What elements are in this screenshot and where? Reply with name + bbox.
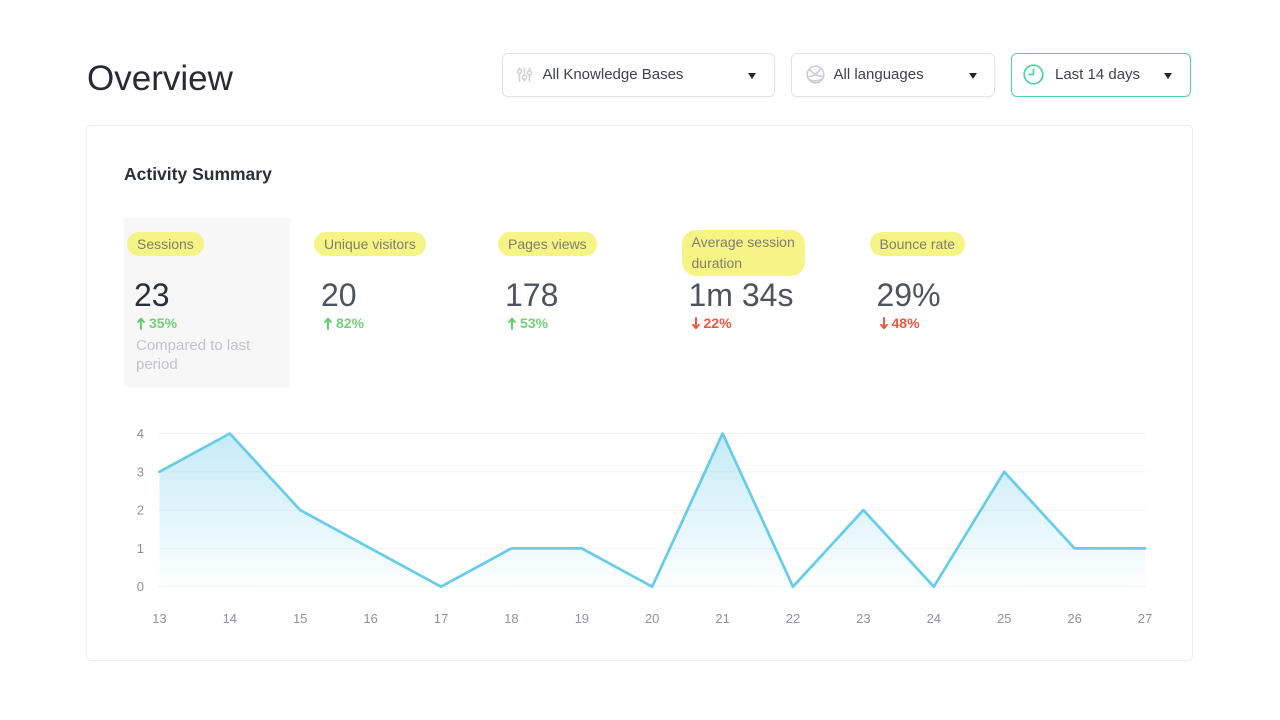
svg-text:19: 19 <box>575 611 589 626</box>
svg-text:0: 0 <box>137 579 144 594</box>
svg-text:1: 1 <box>137 541 144 556</box>
svg-text:23: 23 <box>856 611 870 626</box>
svg-text:21: 21 <box>715 611 729 626</box>
svg-text:24: 24 <box>927 611 941 626</box>
svg-text:4: 4 <box>137 426 144 441</box>
svg-text:18: 18 <box>504 611 518 626</box>
svg-text:20: 20 <box>645 611 659 626</box>
svg-text:22: 22 <box>786 611 800 626</box>
svg-text:26: 26 <box>1067 611 1081 626</box>
svg-text:13: 13 <box>152 611 166 626</box>
svg-text:25: 25 <box>997 611 1011 626</box>
svg-text:2: 2 <box>137 503 144 518</box>
svg-text:3: 3 <box>137 464 144 479</box>
svg-text:16: 16 <box>363 611 377 626</box>
svg-text:14: 14 <box>223 611 237 626</box>
svg-text:27: 27 <box>1138 611 1152 626</box>
svg-text:15: 15 <box>293 611 307 626</box>
svg-text:17: 17 <box>434 611 448 626</box>
